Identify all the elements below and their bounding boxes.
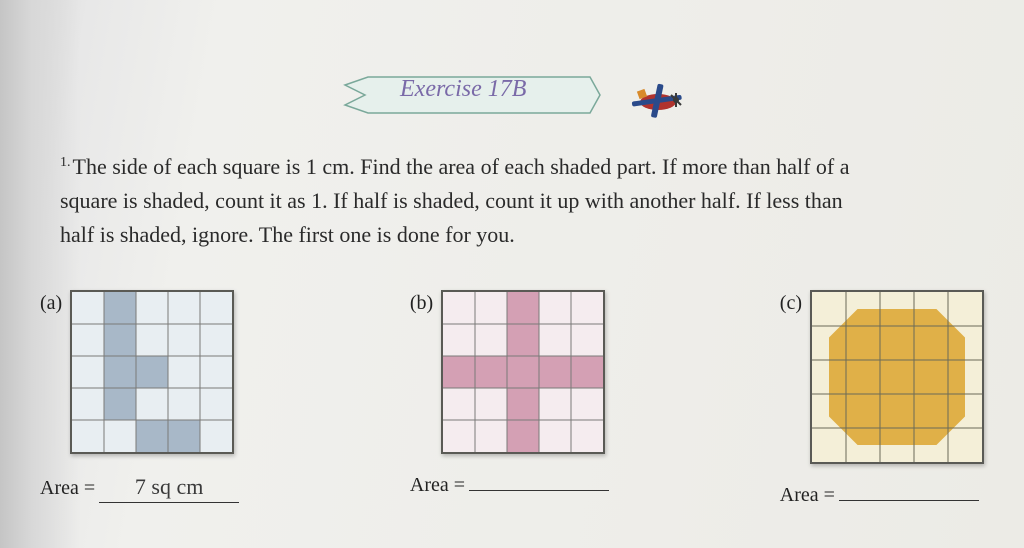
problems-row: (a) Area = 7 sq cm (b) Area = (c) Area = bbox=[40, 290, 1004, 507]
problem-c: (c) Area = bbox=[780, 290, 984, 507]
grid-b bbox=[441, 290, 605, 454]
problem-b: (b) Area = bbox=[410, 290, 609, 507]
area-b: Area = bbox=[410, 474, 609, 497]
area-b-value bbox=[469, 488, 609, 491]
area-c: Area = bbox=[780, 484, 984, 507]
grid-c bbox=[810, 290, 984, 464]
area-a-value: 7 sq cm bbox=[99, 474, 239, 503]
grid-a bbox=[70, 290, 234, 454]
area-c-value bbox=[839, 498, 979, 501]
problem-b-label: (b) bbox=[410, 292, 433, 315]
area-b-label: Area = bbox=[410, 474, 465, 497]
problem-a: (a) Area = 7 sq cm bbox=[40, 290, 239, 507]
question-line3: half is shaded, ignore. The first one is… bbox=[60, 222, 515, 247]
question-number-prefix: 1. bbox=[60, 155, 71, 170]
exercise-banner: Exercise 17B bbox=[340, 70, 690, 126]
airplane-icon bbox=[620, 70, 690, 126]
area-c-label: Area = bbox=[780, 484, 835, 507]
area-a: Area = 7 sq cm bbox=[40, 474, 239, 503]
area-a-label: Area = bbox=[40, 477, 95, 500]
question-text: 1.The side of each square is 1 cm. Find … bbox=[60, 150, 984, 252]
banner-text: Exercise 17B bbox=[400, 76, 526, 103]
question-line1: The side of each square is 1 cm. Find th… bbox=[73, 154, 850, 179]
problem-a-label: (a) bbox=[40, 292, 62, 315]
problem-c-label: (c) bbox=[780, 292, 802, 315]
question-line2: square is shaded, count it as 1. If half… bbox=[60, 188, 843, 213]
